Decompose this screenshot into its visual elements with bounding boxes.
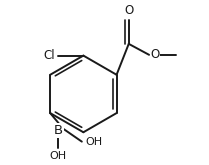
Text: OH: OH (85, 137, 102, 147)
Text: Cl: Cl (44, 49, 55, 62)
Text: O: O (124, 3, 133, 16)
Text: B: B (54, 124, 63, 137)
Text: O: O (151, 48, 160, 61)
Text: OH: OH (50, 151, 67, 161)
